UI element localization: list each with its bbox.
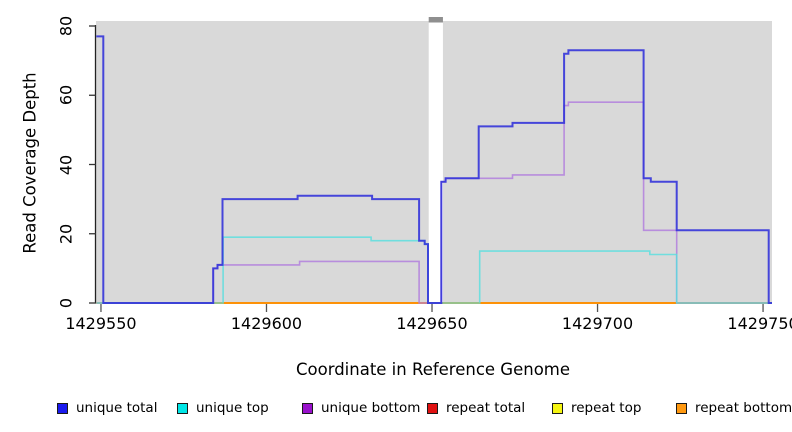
coverage-gap-region bbox=[428, 22, 443, 303]
legend-item-repeat-total: repeat total bbox=[427, 399, 525, 417]
x-tick-label: 1429650 bbox=[396, 314, 468, 333]
legend-swatch-icon bbox=[427, 402, 438, 414]
y-tick-label: 20 bbox=[56, 223, 76, 244]
legend: unique total unique top unique bottom repea… bbox=[0, 399, 792, 421]
legend-swatch-icon bbox=[552, 402, 563, 414]
legend-label: repeat total bbox=[446, 400, 526, 416]
legend-swatch-icon bbox=[177, 402, 188, 414]
x-axis-title: Coordinate in Reference Genome bbox=[295, 360, 571, 379]
legend-item-unique-bottom: unique bottom bbox=[302, 399, 420, 417]
y-tick-label: 40 bbox=[56, 154, 76, 175]
y-tick-label: 0 bbox=[56, 297, 76, 309]
legend-item-unique-total: unique total bbox=[57, 399, 157, 417]
legend-item-unique-top: unique top bbox=[177, 399, 269, 417]
x-tick-label: 1429600 bbox=[230, 314, 303, 333]
x-tick-label: 1429700 bbox=[561, 314, 634, 333]
legend-swatch-icon bbox=[57, 402, 68, 414]
x-tick-label: 1429750 bbox=[727, 314, 792, 333]
legend-label: repeat bottom bbox=[695, 400, 792, 416]
series-unique-total bbox=[96, 35, 772, 304]
legend-label: repeat top bbox=[571, 400, 642, 416]
x-tick-label: 1429550 bbox=[65, 314, 137, 333]
legend-item-repeat-top: repeat top bbox=[552, 399, 641, 417]
legend-label: unique total bbox=[76, 400, 158, 416]
y-tick-label: 80 bbox=[56, 15, 76, 37]
legend-label: unique bottom bbox=[321, 400, 421, 416]
y-axis-title: Read Coverage Depth bbox=[20, 72, 40, 254]
coverage-gap-cap bbox=[428, 17, 443, 23]
legend-swatch-icon bbox=[676, 402, 687, 414]
y-tick-label: 60 bbox=[56, 85, 76, 106]
legend-label: unique top bbox=[196, 400, 269, 416]
legend-item-repeat-bottom: repeat bottom bbox=[676, 399, 792, 417]
legend-swatch-icon bbox=[302, 402, 313, 414]
